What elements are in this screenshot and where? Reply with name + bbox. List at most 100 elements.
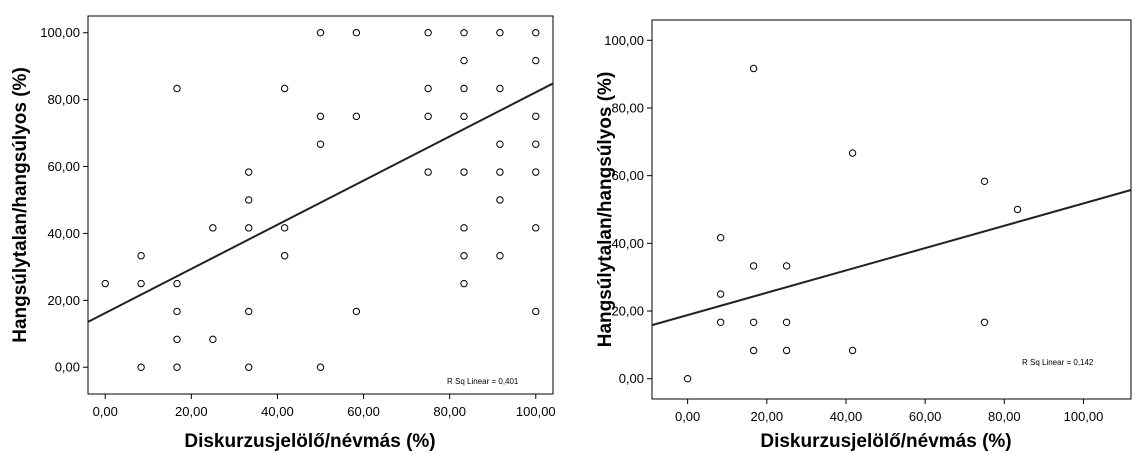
data-point xyxy=(980,177,989,186)
data-point xyxy=(280,252,289,260)
x-tick-label: 0,00 xyxy=(675,409,700,424)
data-point xyxy=(532,29,540,37)
data-point xyxy=(532,224,540,232)
data-point xyxy=(460,56,468,65)
data-point xyxy=(749,318,758,326)
data-point xyxy=(173,335,181,344)
data-point xyxy=(245,168,253,176)
data-point xyxy=(460,279,468,288)
data-point xyxy=(532,56,540,65)
y-tick-label: 0,00 xyxy=(619,371,644,386)
x-tick-label: 40,00 xyxy=(261,404,294,419)
data-point xyxy=(496,140,504,148)
x-axis-title: Diskurzusjelölő/névmás (%) xyxy=(184,431,435,452)
y-tick-label: 20,00 xyxy=(47,293,80,308)
y-tick-label: 80,00 xyxy=(611,100,644,115)
data-point xyxy=(280,84,289,93)
data-point xyxy=(460,84,468,93)
data-point xyxy=(848,149,857,157)
scatter-chart-left: 0,00 0,00 20,00 20,00 40,00 40,00 60,00 60,00 80… xyxy=(10,15,556,452)
data-point xyxy=(716,318,725,326)
data-point xyxy=(496,84,504,93)
data-point xyxy=(173,84,181,93)
scatter-panel-right: 0,00 0,00 20,00 20,00 40,00 40,00 60,00 60,00 80… xyxy=(585,0,1137,455)
data-point xyxy=(209,224,217,232)
y-tick-label: 20,00 xyxy=(611,304,644,319)
r-squared-annotation: R Sq Linear = 0,142 xyxy=(1022,358,1094,367)
data-point xyxy=(245,196,253,204)
data-point xyxy=(460,168,468,176)
data-point xyxy=(280,224,289,232)
data-point xyxy=(352,307,361,316)
y-tick-label: 60,00 xyxy=(611,168,644,183)
data-point xyxy=(245,224,253,232)
data-point xyxy=(496,196,504,204)
data-point xyxy=(352,112,361,121)
x-tick-label: 40,00 xyxy=(830,409,863,424)
data-point xyxy=(749,64,758,73)
data-point xyxy=(316,140,325,148)
data-point xyxy=(173,279,181,288)
x-tick-label: 60,00 xyxy=(347,404,380,419)
data-point xyxy=(749,346,758,355)
data-point xyxy=(137,279,145,288)
data-point xyxy=(460,112,468,121)
scatter-panel-left: 0,00 0,00 20,00 20,00 40,00 40,00 60,00 60,00 80… xyxy=(0,0,560,455)
data-point xyxy=(683,374,692,383)
data-point xyxy=(460,29,468,37)
y-tick-label: 0,00 xyxy=(55,360,80,375)
data-point xyxy=(173,307,181,316)
scatter-chart-right: 0,00 0,00 20,00 20,00 40,00 40,00 60,00 60,00 80… xyxy=(595,19,1132,452)
x-tick-label: 100,00 xyxy=(516,404,556,419)
x-tick-label: 80,00 xyxy=(433,404,466,419)
data-point xyxy=(749,262,758,270)
data-point xyxy=(848,346,857,355)
x-tick-label: 0,00 xyxy=(93,404,118,419)
data-point xyxy=(424,168,432,176)
y-tick-label: 60,00 xyxy=(47,159,80,174)
regression-line xyxy=(87,82,554,323)
data-point xyxy=(316,363,325,371)
data-point xyxy=(496,29,504,37)
data-point xyxy=(782,318,791,326)
y-tick-label: 100,00 xyxy=(40,25,80,40)
data-point xyxy=(782,262,791,270)
x-tick-label: 20,00 xyxy=(175,404,208,419)
x-tick-label: 80,00 xyxy=(988,409,1021,424)
data-point xyxy=(101,279,109,288)
data-point xyxy=(424,112,432,121)
x-tick-label: 20,00 xyxy=(751,409,784,424)
data-point xyxy=(352,29,361,37)
y-tick-label: 40,00 xyxy=(47,226,80,241)
plot-frame xyxy=(87,15,554,395)
r-squared-annotation: R Sq Linear = 0,401 xyxy=(447,377,519,386)
y-tick-label: 40,00 xyxy=(611,236,644,251)
x-axis-title: Diskurzusjelölő/névmás (%) xyxy=(760,431,1011,452)
data-point xyxy=(980,318,989,326)
data-point xyxy=(496,252,504,260)
y-tick-label: 80,00 xyxy=(47,92,80,107)
data-point xyxy=(424,29,432,37)
data-point xyxy=(496,168,504,176)
y-tick-label: 100,00 xyxy=(604,33,644,48)
x-tick-label: 100,00 xyxy=(1064,409,1104,424)
data-point xyxy=(716,233,725,242)
x-tick-label: 60,00 xyxy=(909,409,942,424)
y-axis-title: Hangsúlytalan/hangsúlyos (%) xyxy=(10,67,31,343)
data-point xyxy=(137,252,145,260)
data-point xyxy=(245,363,253,371)
plot-frame xyxy=(651,19,1132,400)
data-point xyxy=(1013,205,1022,214)
data-point xyxy=(245,307,253,316)
y-axis-title: Hangsúlytalan/hangsúlyos (%) xyxy=(595,72,616,348)
data-point xyxy=(716,290,725,298)
data-point xyxy=(532,168,540,176)
regression-line xyxy=(651,189,1132,327)
data-point xyxy=(532,112,540,121)
data-point xyxy=(316,112,325,121)
data-point xyxy=(460,252,468,260)
data-point xyxy=(316,29,325,37)
data-point xyxy=(782,346,791,355)
data-point xyxy=(532,140,540,148)
data-point xyxy=(532,307,540,316)
